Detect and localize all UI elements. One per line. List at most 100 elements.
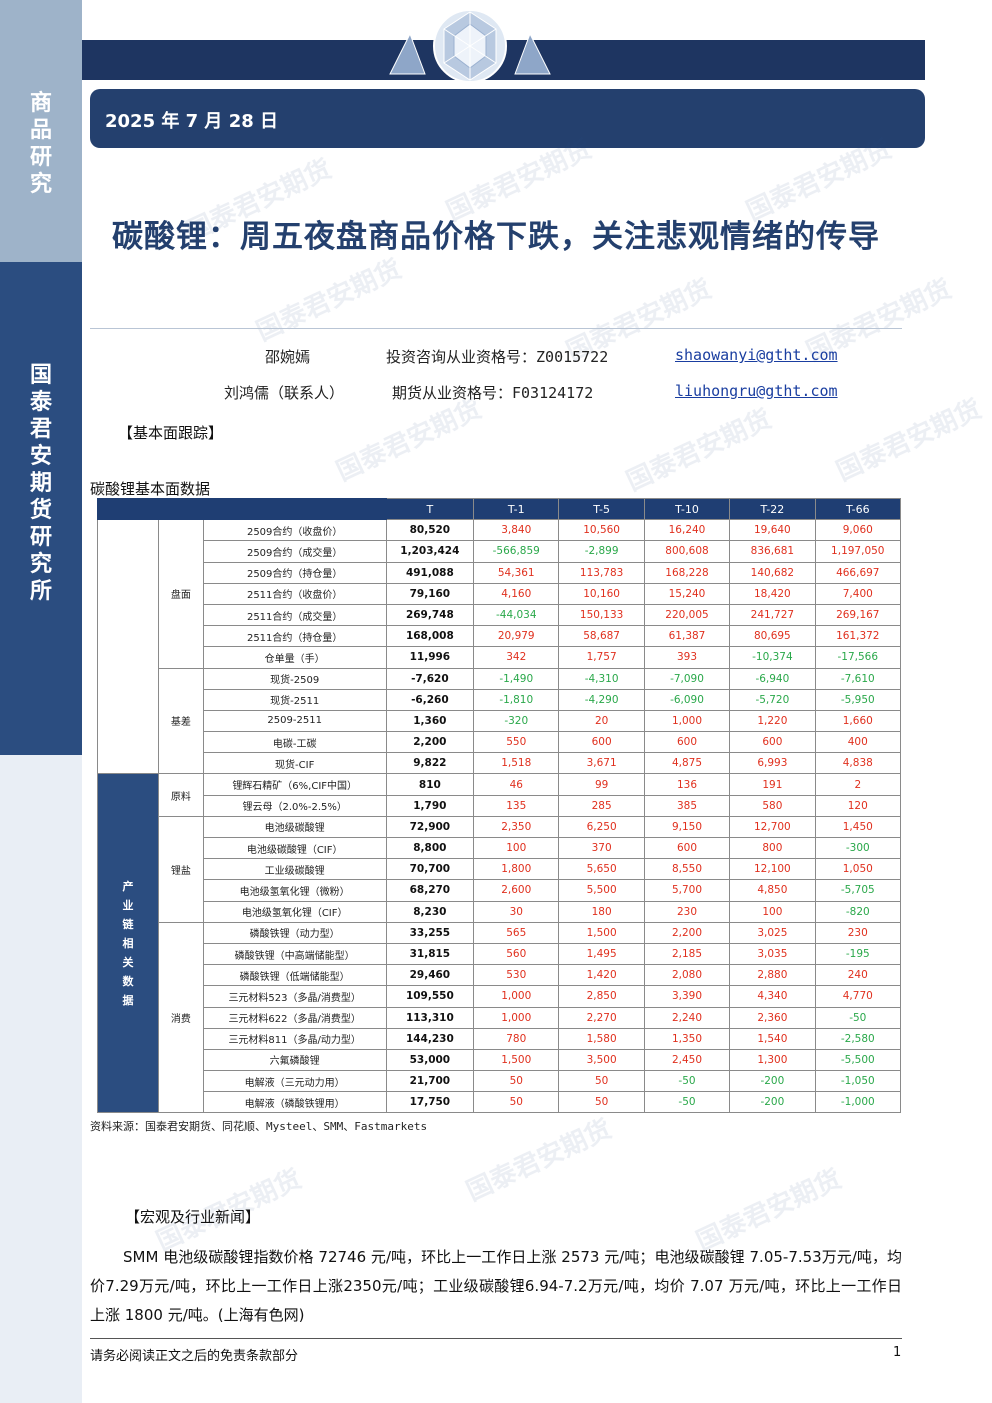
section-heading-fundamental: 【基本面跟踪】 bbox=[118, 424, 224, 442]
value-change: 1,220 bbox=[729, 709, 816, 733]
value-change: 230 bbox=[643, 900, 731, 923]
table-row: 三元材料811（多晶/动力型） 144,230 780 1,580 1,350 1,540… bbox=[98, 1027, 902, 1050]
value-change: -320 bbox=[473, 709, 560, 733]
value-t: 53,000 bbox=[385, 1048, 475, 1072]
value-change: -2,580 bbox=[814, 1027, 902, 1050]
data-source-note: 资料来源：国泰君安期货、同花顺、Mysteel、SMM、Fastmarkets bbox=[90, 1120, 428, 1133]
value-change: -820 bbox=[814, 900, 902, 923]
value-change: 550 bbox=[473, 731, 560, 754]
value-change: 600 bbox=[643, 731, 731, 754]
value-change: -17,566 bbox=[814, 646, 902, 669]
value-t: 72,900 bbox=[385, 815, 475, 839]
author-cert: 期货从业资格号：F03124172 bbox=[392, 384, 594, 402]
value-change: 600 bbox=[558, 731, 645, 754]
watermark: 国泰君安期货 bbox=[462, 1114, 617, 1208]
row-item-label: 电池级碳酸锂（CIF） bbox=[202, 836, 387, 860]
value-t: 33,255 bbox=[385, 921, 475, 944]
value-change: 400 bbox=[814, 731, 902, 754]
value-t: 29,460 bbox=[385, 964, 475, 987]
value-change: 230 bbox=[814, 921, 902, 944]
watermark: 国泰君安期货 bbox=[832, 394, 987, 488]
value-change: 1,000 bbox=[473, 985, 560, 1008]
table-row: 电池级碳酸锂（CIF） 8,800 100 370 600 800 -300 bbox=[98, 836, 902, 860]
value-change: 30 bbox=[473, 900, 560, 923]
value-change: 2,360 bbox=[729, 1006, 816, 1029]
value-change: 530 bbox=[473, 964, 560, 987]
table-row: 六氟磷酸锂 53,000 1,500 3,500 2,450 1,300 -5,500 bbox=[98, 1048, 902, 1072]
value-change: 2,080 bbox=[643, 964, 731, 987]
value-change: -7,090 bbox=[643, 667, 731, 690]
news-paragraph: SMM 电池级碳酸锂指数价格 72746 元/吨，环比上一工作日上涨 2573 … bbox=[90, 1248, 902, 1324]
value-change: 800 bbox=[729, 836, 816, 860]
value-change: 20,979 bbox=[473, 625, 560, 648]
column-header: T-66 bbox=[814, 497, 902, 521]
row-item-label: 电解液（三元动力用） bbox=[202, 1070, 387, 1093]
value-change: 7,400 bbox=[814, 582, 902, 605]
sidebar-top-block bbox=[0, 0, 82, 262]
page-number: 1 bbox=[893, 1345, 902, 1360]
row-item-label: 电池级氢氧化锂（微粉） bbox=[202, 879, 387, 902]
value-change: -5,500 bbox=[814, 1048, 902, 1072]
fundamental-data-table: T T-1 T-5 T-10 T-22 T-66 盘面 2509合约（收盘价） 80… bbox=[97, 497, 902, 1114]
value-change: 12,700 bbox=[729, 815, 816, 839]
table-header-row: T T-1 T-5 T-10 T-22 T-66 bbox=[97, 497, 902, 521]
value-change: 19,640 bbox=[729, 519, 816, 542]
table-row: 电解液（磷酸铁锂用） 17,750 50 50 -50 -200 -1,000 bbox=[98, 1091, 902, 1114]
value-change: 269,167 bbox=[814, 603, 902, 627]
value-t: -7,620 bbox=[385, 667, 475, 690]
value-change: -6,940 bbox=[729, 667, 816, 690]
table-row: 锂盐 电池级碳酸锂 72,900 2,350 6,250 9,150 12,700 1,450 bbox=[98, 815, 902, 923]
category-group-label: 盘面 bbox=[157, 519, 204, 669]
value-change: 180 bbox=[558, 900, 645, 923]
diamond-logo-icon bbox=[389, 9, 551, 83]
value-change: 1,495 bbox=[558, 942, 645, 966]
title-divider bbox=[90, 328, 902, 329]
value-change: 58,687 bbox=[558, 625, 645, 648]
value-change: -195 bbox=[814, 942, 902, 966]
value-change: 50 bbox=[473, 1070, 560, 1093]
value-change: 3,840 bbox=[473, 519, 560, 542]
category-group-label: 锂盐 bbox=[157, 815, 204, 923]
column-header: T-10 bbox=[643, 497, 731, 521]
value-change: 10,560 bbox=[558, 519, 645, 542]
value-change: 113,783 bbox=[558, 561, 645, 584]
row-item-label: 电池级碳酸锂 bbox=[202, 815, 387, 839]
author-email-link[interactable]: shaowanyi@gtht.com bbox=[675, 346, 838, 364]
value-change: -4,310 bbox=[558, 667, 645, 690]
value-change: 99 bbox=[558, 773, 645, 796]
column-header: T bbox=[385, 497, 475, 521]
row-item-label: 现货-CIF bbox=[202, 752, 387, 775]
table-row: 电池级氢氧化锂（微粉） 68,270 2,600 5,500 5,700 4,850 -5,… bbox=[98, 879, 902, 902]
value-change: 3,671 bbox=[558, 752, 645, 775]
category-blank bbox=[97, 519, 159, 775]
table-row: 2511合约（持仓量） 168,008 20,979 58,687 61,387 80,6… bbox=[98, 625, 902, 648]
value-t: 144,230 bbox=[385, 1027, 475, 1050]
row-item-label: 三元材料622（多晶/消费型） bbox=[202, 1006, 387, 1029]
value-change: 50 bbox=[473, 1091, 560, 1114]
value-change: 285 bbox=[558, 794, 645, 817]
section-heading-news: 【宏观及行业新闻】 bbox=[125, 1208, 261, 1226]
value-change: 2,600 bbox=[473, 879, 560, 902]
value-t: 17,750 bbox=[385, 1091, 475, 1114]
table-row: 仓单量（手） 11,996 342 1,757 393 -10,374 -17,566 bbox=[98, 646, 902, 669]
author-email-link[interactable]: liuhongru@gtht.com bbox=[675, 382, 838, 400]
value-t: 269,748 bbox=[385, 603, 475, 627]
row-item-label: 磷酸铁锂（低端储能型） bbox=[202, 964, 387, 987]
sidebar-top-label: 商品研究 bbox=[29, 90, 52, 197]
value-change: 8,550 bbox=[643, 858, 731, 881]
value-change: 2,850 bbox=[558, 985, 645, 1008]
row-item-label: 现货-2509 bbox=[202, 667, 387, 690]
value-change: 54,361 bbox=[473, 561, 560, 584]
row-item-label: 电池级氢氧化锂（CIF） bbox=[202, 900, 387, 923]
value-t: -6,260 bbox=[385, 688, 475, 711]
footer-disclaimer: 请务必阅读正文之后的免责条款部分 bbox=[90, 1349, 299, 1364]
watermark: 国泰君安期货 bbox=[332, 394, 487, 488]
table-row: 工业级碳酸锂 70,700 1,800 5,650 8,550 12,100 1,050 bbox=[98, 858, 902, 881]
value-change: 16,240 bbox=[643, 519, 731, 542]
value-change: 4,875 bbox=[643, 752, 731, 775]
value-change: 9,060 bbox=[814, 519, 902, 542]
date-banner: 2025 年 7 月 28 日 bbox=[90, 89, 925, 148]
value-change: 3,035 bbox=[729, 942, 816, 966]
value-change: 1,580 bbox=[558, 1027, 645, 1050]
value-t: 8,800 bbox=[385, 836, 475, 860]
